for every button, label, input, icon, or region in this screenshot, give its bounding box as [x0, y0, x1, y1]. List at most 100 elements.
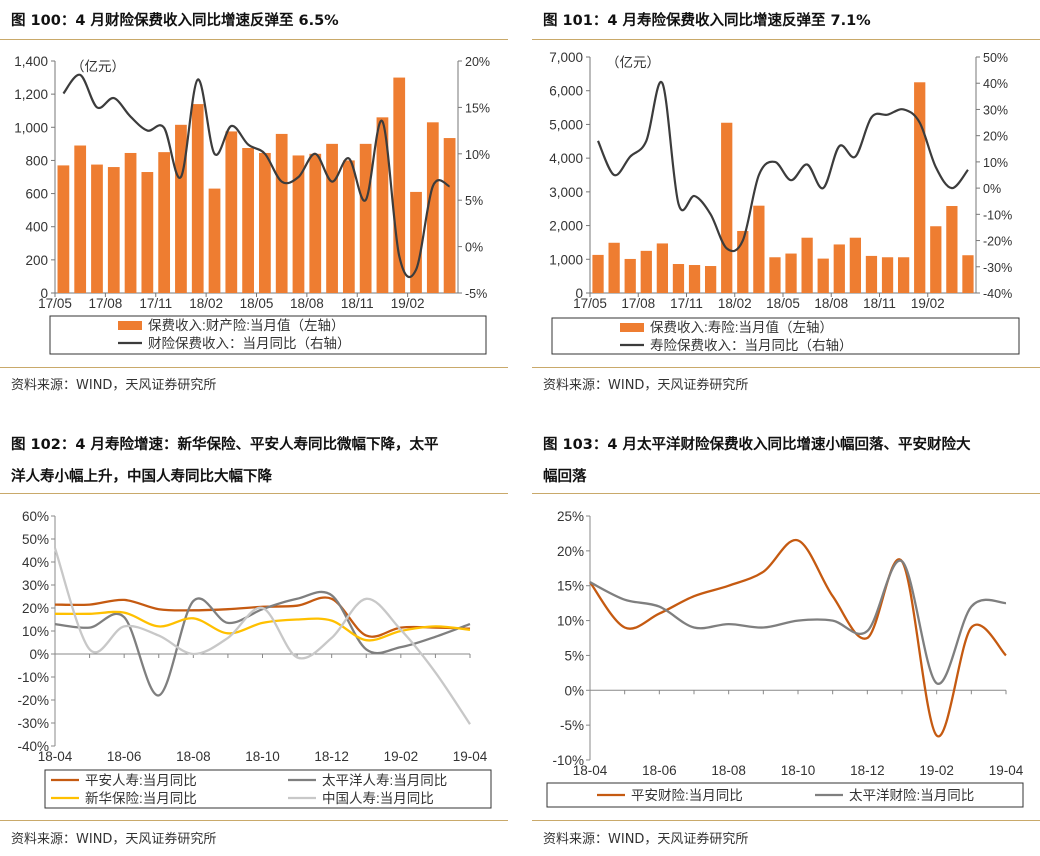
right-tick-label: 30% — [983, 103, 1008, 117]
source-divider — [0, 820, 508, 821]
chart-title-line-2: 洋人寿小幅上升，中国人寿同比大幅下降 — [11, 469, 272, 485]
bar — [208, 188, 221, 293]
left-tick-label: 1,000 — [549, 252, 583, 267]
bar — [141, 172, 154, 293]
x-tick-label: 18-08 — [176, 749, 211, 764]
series-line — [589, 559, 1007, 685]
right-tick-label: 0% — [983, 182, 1001, 196]
y-tick-label: 0% — [29, 647, 49, 662]
x-tick-label: 18-06 — [107, 749, 142, 764]
left-tick-label: 0 — [40, 286, 48, 301]
bar — [191, 104, 204, 293]
x-tick-label: 19/02 — [391, 296, 425, 311]
series-line — [54, 590, 471, 697]
bar — [91, 164, 103, 293]
chart-panel-life-insurers-growth: 图 102：4 月寿险增速：新华保险、平安人寿同比微幅下降，太平 洋人寿小幅上升… — [0, 428, 508, 856]
bar — [753, 205, 765, 293]
legend-label: 新华保险:当月同比 — [85, 791, 197, 806]
y-tick-label: 20% — [557, 544, 584, 559]
x-tick-label: 19-02 — [384, 749, 419, 764]
source-divider — [532, 367, 1040, 368]
y-tick-label: -40% — [17, 739, 49, 754]
bar — [259, 152, 271, 293]
bar — [721, 122, 733, 293]
x-tick-label: 18-04 — [38, 749, 73, 764]
bar — [930, 226, 942, 293]
chart-title-line-1: 图 102：4 月寿险增速：新华保险、平安人寿同比微幅下降，太平 — [11, 437, 439, 453]
bar — [737, 230, 749, 293]
source-divider — [532, 820, 1040, 821]
title-divider — [0, 39, 508, 40]
x-tick-label: 18/02 — [189, 296, 223, 311]
y-tick-label: 20% — [22, 601, 49, 616]
title-divider — [0, 493, 508, 494]
bar — [275, 133, 288, 293]
left-tick-label: 400 — [25, 220, 48, 235]
bar — [833, 244, 845, 293]
bar — [158, 152, 171, 293]
series-line — [62, 73, 451, 279]
right-tick-label: -5% — [465, 287, 487, 301]
bar — [393, 77, 406, 293]
y-tick-label: -20% — [17, 693, 49, 708]
unit-label: （亿元） — [606, 55, 660, 70]
bar — [74, 145, 87, 293]
left-tick-label: 7,000 — [549, 50, 583, 65]
bar — [704, 266, 717, 293]
x-tick-label: 18-04 — [573, 763, 608, 778]
x-tick-label: 17/11 — [670, 296, 703, 311]
bar — [817, 258, 829, 293]
bar — [849, 237, 862, 293]
legend-label-bar: 保费收入:寿险:当月值（左轴） — [650, 319, 833, 335]
bar — [309, 153, 322, 293]
legend-label: 平安人寿:当月同比 — [85, 772, 197, 788]
right-tick-label: -10% — [983, 208, 1012, 222]
bar — [656, 243, 669, 293]
bar — [326, 143, 338, 293]
chart-panel-property-insurers-growth: 图 103：4 月太平洋财险保费收入同比增速小幅回落、平安财险大 幅回落 -10… — [532, 428, 1040, 856]
chart-title: 图 101：4 月寿险保费收入同比增速反弹至 7.1% — [543, 13, 871, 29]
left-tick-label: 6,000 — [549, 84, 583, 99]
bar — [608, 242, 620, 293]
bar — [292, 155, 305, 293]
x-tick-label: 18-10 — [245, 749, 280, 764]
x-tick-label: 17/11 — [139, 296, 172, 311]
x-tick-label: 17/08 — [621, 296, 655, 311]
legend-box — [546, 782, 1024, 808]
bar — [769, 257, 781, 293]
legend-box — [44, 769, 492, 809]
y-tick-label: 25% — [557, 509, 584, 524]
x-tick-label: 17/05 — [38, 296, 72, 311]
legend-swatch-bar — [118, 321, 142, 330]
x-tick-label: 19/02 — [911, 296, 945, 311]
bar — [592, 254, 604, 293]
x-tick-label: 18/05 — [766, 296, 800, 311]
chart-title: 图 100：4 月财险保费收入同比增速反弹至 6.5% — [11, 13, 339, 29]
left-tick-label: 1,000 — [14, 120, 48, 135]
bar — [242, 148, 254, 293]
bar — [225, 131, 238, 293]
right-tick-label: -20% — [983, 235, 1012, 249]
chart-title-line-1: 图 103：4 月太平洋财险保费收入同比增速小幅回落、平安财险大 — [543, 437, 971, 453]
bar — [426, 122, 439, 293]
bar — [962, 255, 974, 293]
x-tick-label: 18-12 — [850, 763, 885, 778]
bar — [57, 165, 70, 293]
legend-label: 太平洋财险:当月同比 — [849, 788, 974, 803]
x-tick-label: 18-06 — [642, 763, 677, 778]
x-tick-label: 17/05 — [573, 296, 607, 311]
left-tick-label: 1,200 — [14, 87, 48, 102]
bar — [640, 250, 652, 293]
bar — [443, 138, 456, 293]
x-tick-label: 18-12 — [314, 749, 349, 764]
source-note: 资料来源：WIND，天风证券研究所 — [11, 378, 217, 393]
bar — [672, 264, 685, 293]
y-tick-label: -5% — [560, 718, 584, 733]
chart-panel-property-premium: 图 100：4 月财险保费收入同比增速反弹至 6.5% 0 200 400 600 80… — [0, 0, 508, 400]
series-line — [589, 539, 1007, 738]
right-tick-label: 20% — [465, 55, 490, 69]
series-line — [54, 596, 471, 638]
left-tick-label: 5,000 — [549, 117, 583, 132]
right-tick-label: -30% — [983, 261, 1012, 275]
source-note: 资料来源：WIND，天风证券研究所 — [11, 832, 217, 847]
